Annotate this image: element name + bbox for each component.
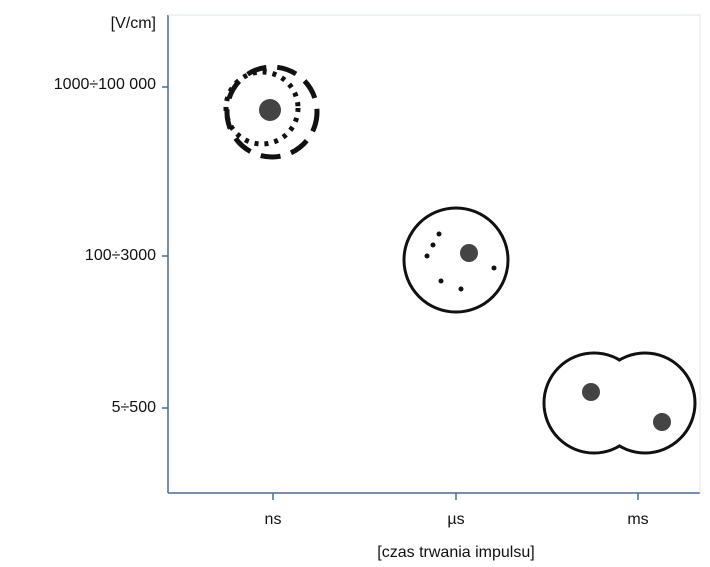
x-label: ns [265,511,282,528]
x-label: µs [447,511,464,528]
x-label: ms [627,511,648,528]
y-label: 100÷3000 [85,247,156,264]
dotted-membrane [223,69,301,147]
y-label: 1000÷100 000 [54,76,156,93]
nucleus [582,383,600,401]
pores [424,231,497,292]
cell [402,206,510,314]
nucleus [460,244,478,262]
y-unit: [V/cm] [111,15,156,32]
nucleus [653,413,671,431]
cell-fill [545,354,643,452]
nucleus [259,99,281,121]
x-title: [czas trwania impulsu] [377,544,534,561]
dashed-membrane [224,64,320,160]
y-label: 5÷500 [112,399,156,416]
